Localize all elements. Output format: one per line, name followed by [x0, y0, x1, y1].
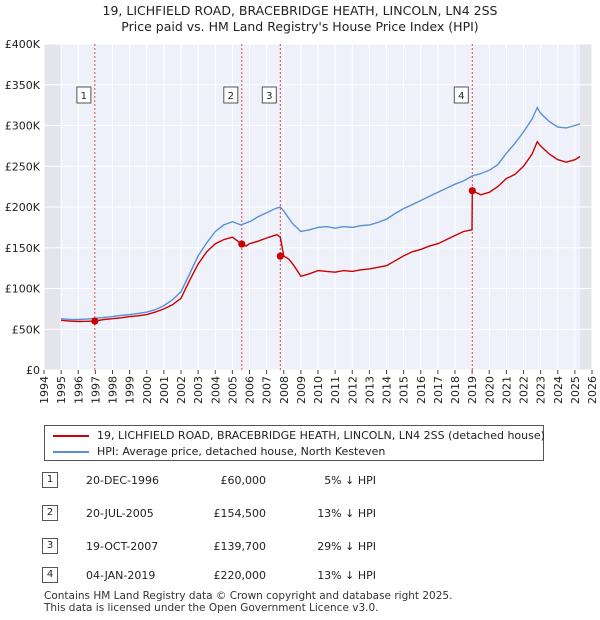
x-tick-label: 1994 [38, 376, 51, 404]
x-tick-label: 2001 [158, 376, 171, 404]
sale-price: £139,700 [213, 540, 267, 553]
sale-label-box [223, 86, 239, 104]
x-tick-label: 2019 [466, 376, 479, 404]
sale-number-badge: 3 [42, 538, 58, 554]
sale-label-text: 3 [266, 91, 272, 102]
y-tick-label: £0 [26, 364, 40, 377]
sale-row: 4 04-JAN-2019 £220,000 13% ↓ HPI [0, 565, 600, 585]
x-tick-label: 2022 [518, 376, 531, 404]
x-tick-label: 2009 [295, 376, 308, 404]
x-tick-label: 1995 [55, 376, 68, 404]
y-tick-label: £50K [12, 323, 41, 336]
y-tick-label: £300K [5, 120, 41, 133]
legend-item-property: 19, LICHFIELD ROAD, BRACEBRIDGE HEATH, L… [53, 428, 545, 444]
legend: 19, LICHFIELD ROAD, BRACEBRIDGE HEATH, L… [44, 425, 545, 461]
sale-point [238, 240, 246, 248]
sale-row: 1 20-DEC-1996 £60,000 5% ↓ HPI [0, 470, 600, 490]
sale-number-badge: 1 [42, 472, 58, 488]
sale-point [91, 317, 99, 325]
y-tick-label: £400K [5, 38, 41, 51]
x-tick-label: 2013 [363, 376, 376, 404]
sale-label-text: 2 [228, 91, 234, 102]
x-tick-label: 2014 [381, 376, 394, 404]
x-tick-label: 2008 [278, 376, 291, 404]
price-chart: 1 2 3 4 £0 £50K £100K £150K £200K £250K £300K £350K… [5, 38, 599, 404]
sale-date: 04-JAN-2019 [86, 569, 156, 582]
sale-date: 19-OCT-2007 [86, 540, 159, 553]
sale-number-badge: 2 [42, 505, 58, 521]
x-tick-label: 2007 [261, 376, 274, 404]
x-tick-label: 2016 [415, 376, 428, 404]
sale-row: 2 20-JUL-2005 £154,500 13% ↓ HPI [0, 503, 600, 523]
x-tick-label: 1999 [124, 376, 137, 404]
x-tick-label: 2020 [483, 376, 496, 404]
sale-price: £154,500 [213, 507, 267, 520]
x-tick-label: 2003 [192, 376, 205, 404]
footer: Contains HM Land Registry data © Crown c… [44, 590, 452, 614]
chart-title: 19, LICHFIELD ROAD, BRACEBRIDGE HEATH, L… [102, 3, 498, 18]
x-tick-label: 2011 [329, 376, 342, 404]
hpi-series-line [61, 106, 581, 321]
sale-label-box [261, 86, 277, 104]
sale-date: 20-JUL-2005 [86, 507, 154, 520]
x-tick-label: 2026 [586, 376, 599, 404]
sale-price: £60,000 [220, 474, 267, 487]
x-tick-label: 2000 [141, 376, 154, 404]
x-tick-label: 2024 [552, 376, 565, 404]
sale-price: £220,000 [213, 569, 267, 582]
x-tick-label: 2002 [175, 376, 188, 404]
sale-label-box [76, 86, 92, 104]
sale-date: 20-DEC-1996 [86, 474, 160, 487]
property-series-line [61, 140, 581, 323]
footer-licence: This data is licensed under the Open Gov… [44, 602, 379, 614]
x-tick-label: 2023 [535, 376, 548, 404]
y-tick-label: £150K [5, 242, 41, 255]
sale-number-badge: 4 [42, 567, 58, 583]
x-tick-label: 2015 [398, 376, 411, 404]
sale-label-box [453, 86, 469, 104]
sale-hpi-diff: 5% ↓ HPI [324, 474, 376, 487]
y-tick-label: £100K [5, 283, 41, 296]
legend-swatch-blue [53, 451, 89, 453]
chart-subtitle: Price paid vs. HM Land Registry's House … [121, 19, 479, 34]
x-tick-label: 2004 [209, 376, 222, 404]
y-tick-label: £350K [5, 79, 41, 92]
legend-item-hpi: HPI: Average price, detached house, Nort… [53, 444, 385, 460]
sale-hpi-diff: 29% ↓ HPI [317, 540, 376, 553]
sale-label-text: 1 [81, 91, 87, 102]
x-tick-label: 2021 [500, 376, 513, 404]
x-tick-label: 1998 [107, 376, 120, 404]
x-tick-label: 2010 [312, 376, 325, 404]
y-tick-label: £250K [5, 160, 41, 173]
x-tick-label: 2025 [569, 376, 582, 404]
footer-copyright: Contains HM Land Registry data © Crown c… [44, 590, 453, 602]
legend-label-property: 19, LICHFIELD ROAD, BRACEBRIDGE HEATH, L… [97, 429, 545, 442]
legend-swatch-red [53, 435, 89, 437]
x-tick-label: 2006 [244, 376, 257, 404]
sale-point [468, 187, 476, 195]
sale-label-text: 4 [458, 91, 464, 102]
x-tick-label: 2012 [346, 376, 359, 404]
x-tick-label: 2017 [432, 376, 445, 404]
legend-label-hpi: HPI: Average price, detached house, Nort… [97, 445, 386, 458]
x-tick-label: 2018 [449, 376, 462, 404]
sale-hpi-diff: 13% ↓ HPI [317, 507, 376, 520]
sale-row: 3 19-OCT-2007 £139,700 29% ↓ HPI [0, 536, 600, 556]
x-tick-label: 1997 [89, 376, 102, 404]
x-tick-label: 2005 [226, 376, 239, 404]
y-tick-label: £200K [5, 201, 41, 214]
sale-hpi-diff: 13% ↓ HPI [317, 569, 376, 582]
x-tick-label: 1996 [72, 376, 85, 404]
sale-point [276, 252, 284, 260]
